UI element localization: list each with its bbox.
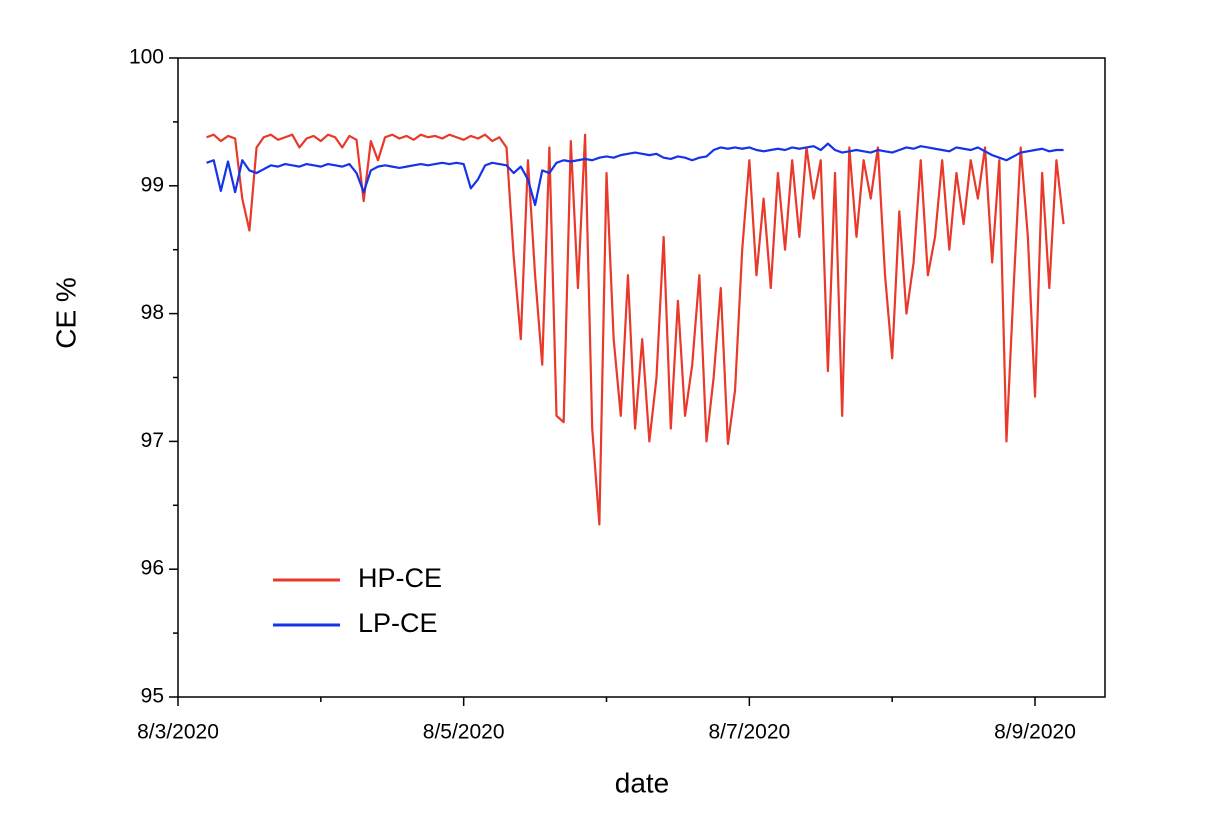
x-tick-label: 8/9/2020 [994,721,1076,744]
y-tick-label: 96 [141,557,164,580]
y-tick-label: 99 [141,173,164,196]
y-tick-label: 95 [141,685,164,708]
y-axis-title: CE % [50,277,81,349]
x-axis-title: date [615,767,670,798]
data-line [206,133,1065,526]
x-tick-label: 8/3/2020 [137,721,219,744]
legend-label: HP-CE [358,563,442,593]
data-line [206,142,1064,207]
y-tick-label: 97 [141,429,164,452]
x-tick-label: 8/5/2020 [423,721,505,744]
legend-label: LP-CE [358,608,438,638]
y-tick-label: 100 [129,46,164,69]
y-tick-label: 98 [141,301,164,324]
x-tick-label: 8/7/2020 [708,721,790,744]
